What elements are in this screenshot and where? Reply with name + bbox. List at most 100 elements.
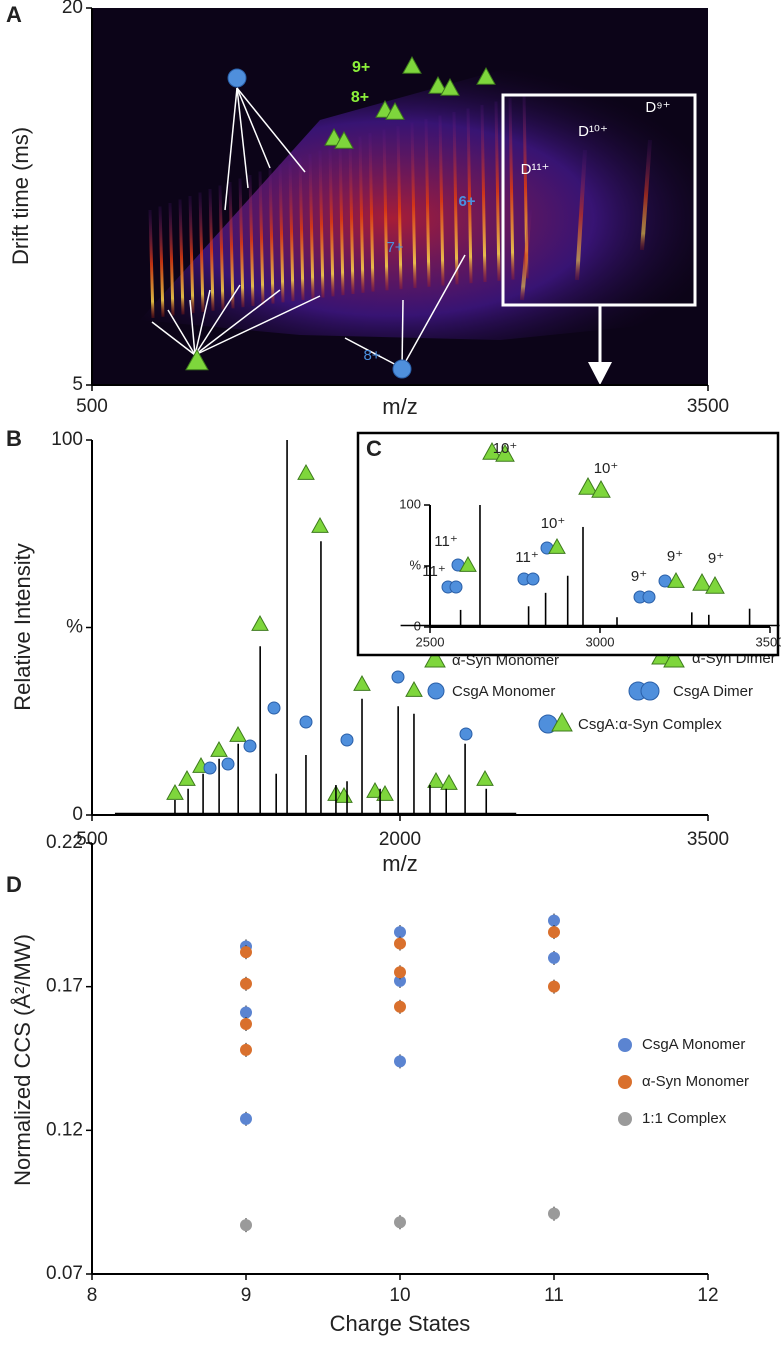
x-tick-label: 3000 xyxy=(586,634,615,649)
streak xyxy=(308,153,315,299)
triangle-marker xyxy=(692,572,712,591)
circle-marker xyxy=(427,682,445,700)
streak xyxy=(396,125,403,290)
x-tick-label: 3500 xyxy=(687,396,729,417)
point xyxy=(548,926,560,939)
circle-marker xyxy=(267,701,281,715)
y-tick-label: 0.12 xyxy=(46,1119,83,1140)
point xyxy=(240,946,252,959)
legend-swatch xyxy=(618,1112,632,1126)
legend-label: CsgA Dimer xyxy=(673,683,753,700)
streak xyxy=(452,111,459,285)
circle-marker xyxy=(340,733,354,747)
streak xyxy=(178,199,185,315)
circle-marker xyxy=(642,590,656,604)
streak xyxy=(382,129,389,291)
circle-marker xyxy=(391,670,405,684)
streak xyxy=(228,181,235,309)
triangle-marker xyxy=(440,773,458,790)
panel-label: A xyxy=(6,2,22,27)
streak xyxy=(188,195,195,314)
triangle-marker xyxy=(311,516,329,533)
panel-label: D xyxy=(6,872,22,897)
triangle-marker xyxy=(428,75,448,94)
streak xyxy=(508,97,515,280)
x-tick-label: 500 xyxy=(76,396,108,417)
annotation: 6+ xyxy=(458,193,475,210)
triangle-marker xyxy=(251,614,269,631)
y-axis-label: Drift time (ms) xyxy=(8,127,33,265)
y-axis-label: Normalized CCS (Å²/MW) xyxy=(10,934,35,1186)
streak xyxy=(288,160,295,302)
point xyxy=(240,1006,252,1019)
heatmap-streaks xyxy=(148,94,652,319)
point xyxy=(240,1219,252,1232)
annotation: D¹⁰⁺ xyxy=(578,123,608,140)
streak xyxy=(318,150,325,298)
triangle-marker xyxy=(663,647,685,668)
triangle-marker xyxy=(229,725,247,742)
circle-marker xyxy=(459,727,473,741)
triangle-marker xyxy=(495,443,515,462)
arrow-head xyxy=(588,362,612,385)
peak-label: 10⁺ xyxy=(493,440,518,457)
point xyxy=(394,1055,406,1068)
x-tick-label: 2000 xyxy=(379,829,421,850)
x-tick-label: 8 xyxy=(87,1285,98,1306)
triangle-marker xyxy=(405,680,423,697)
legend-label: 1:1 Complex xyxy=(642,1110,727,1127)
circle-marker xyxy=(526,572,540,586)
streak xyxy=(278,164,285,303)
x-tick-label: 11 xyxy=(544,1285,564,1306)
legend-label: CsgA Monomer xyxy=(642,1036,745,1053)
y-axis-label: Relative Intensity xyxy=(10,543,35,711)
legend-label: CsgA:α-Syn Complex xyxy=(578,716,722,733)
annotation: 9+ xyxy=(352,59,370,76)
x-tick-label: 2500 xyxy=(416,634,445,649)
streak xyxy=(168,202,175,316)
streak xyxy=(338,143,345,296)
triangle-marker xyxy=(353,674,371,691)
triangle-marker xyxy=(482,441,502,460)
triangle-marker xyxy=(385,101,405,120)
annotation: 8+ xyxy=(351,89,369,106)
legend-label: CsgA Monomer xyxy=(452,683,555,700)
y-tick-label: % xyxy=(66,617,83,638)
x-tick-label: 3500 xyxy=(687,829,729,850)
triangle-marker xyxy=(366,781,384,798)
streak xyxy=(368,132,375,292)
triangle-marker xyxy=(402,55,422,74)
panel-label: B xyxy=(6,426,22,451)
circle-marker xyxy=(299,715,313,729)
panel-b-markers xyxy=(166,463,494,803)
peak-label: 9⁺ xyxy=(708,550,724,567)
triangle-marker xyxy=(166,783,184,800)
streak xyxy=(158,206,165,317)
streak xyxy=(268,167,275,304)
point xyxy=(394,1216,406,1229)
circle-marker xyxy=(203,761,217,775)
point xyxy=(394,974,406,987)
x-tick-label: 500 xyxy=(76,829,108,850)
x-tick-label: 9 xyxy=(241,1285,252,1306)
y-tick-label: 20 xyxy=(62,0,83,18)
y-tick-label: % xyxy=(409,557,421,572)
streak xyxy=(208,188,215,311)
y-tick-label: 0.07 xyxy=(46,1263,83,1284)
leader-lines xyxy=(151,87,466,369)
streak xyxy=(480,104,487,283)
triangle-marker xyxy=(667,571,685,588)
point xyxy=(548,951,560,964)
triangle-marker xyxy=(476,769,494,786)
y-tick-label: 0.22 xyxy=(46,832,83,853)
x-axis-label: m/z xyxy=(382,851,417,876)
point xyxy=(240,1043,252,1056)
triangle-marker xyxy=(424,647,446,668)
annotation: D¹¹⁺ xyxy=(521,161,550,178)
triangle-marker xyxy=(459,555,477,572)
triangle-marker xyxy=(427,771,445,788)
peak-label: 9⁺ xyxy=(667,548,683,565)
circle-marker xyxy=(640,681,660,701)
